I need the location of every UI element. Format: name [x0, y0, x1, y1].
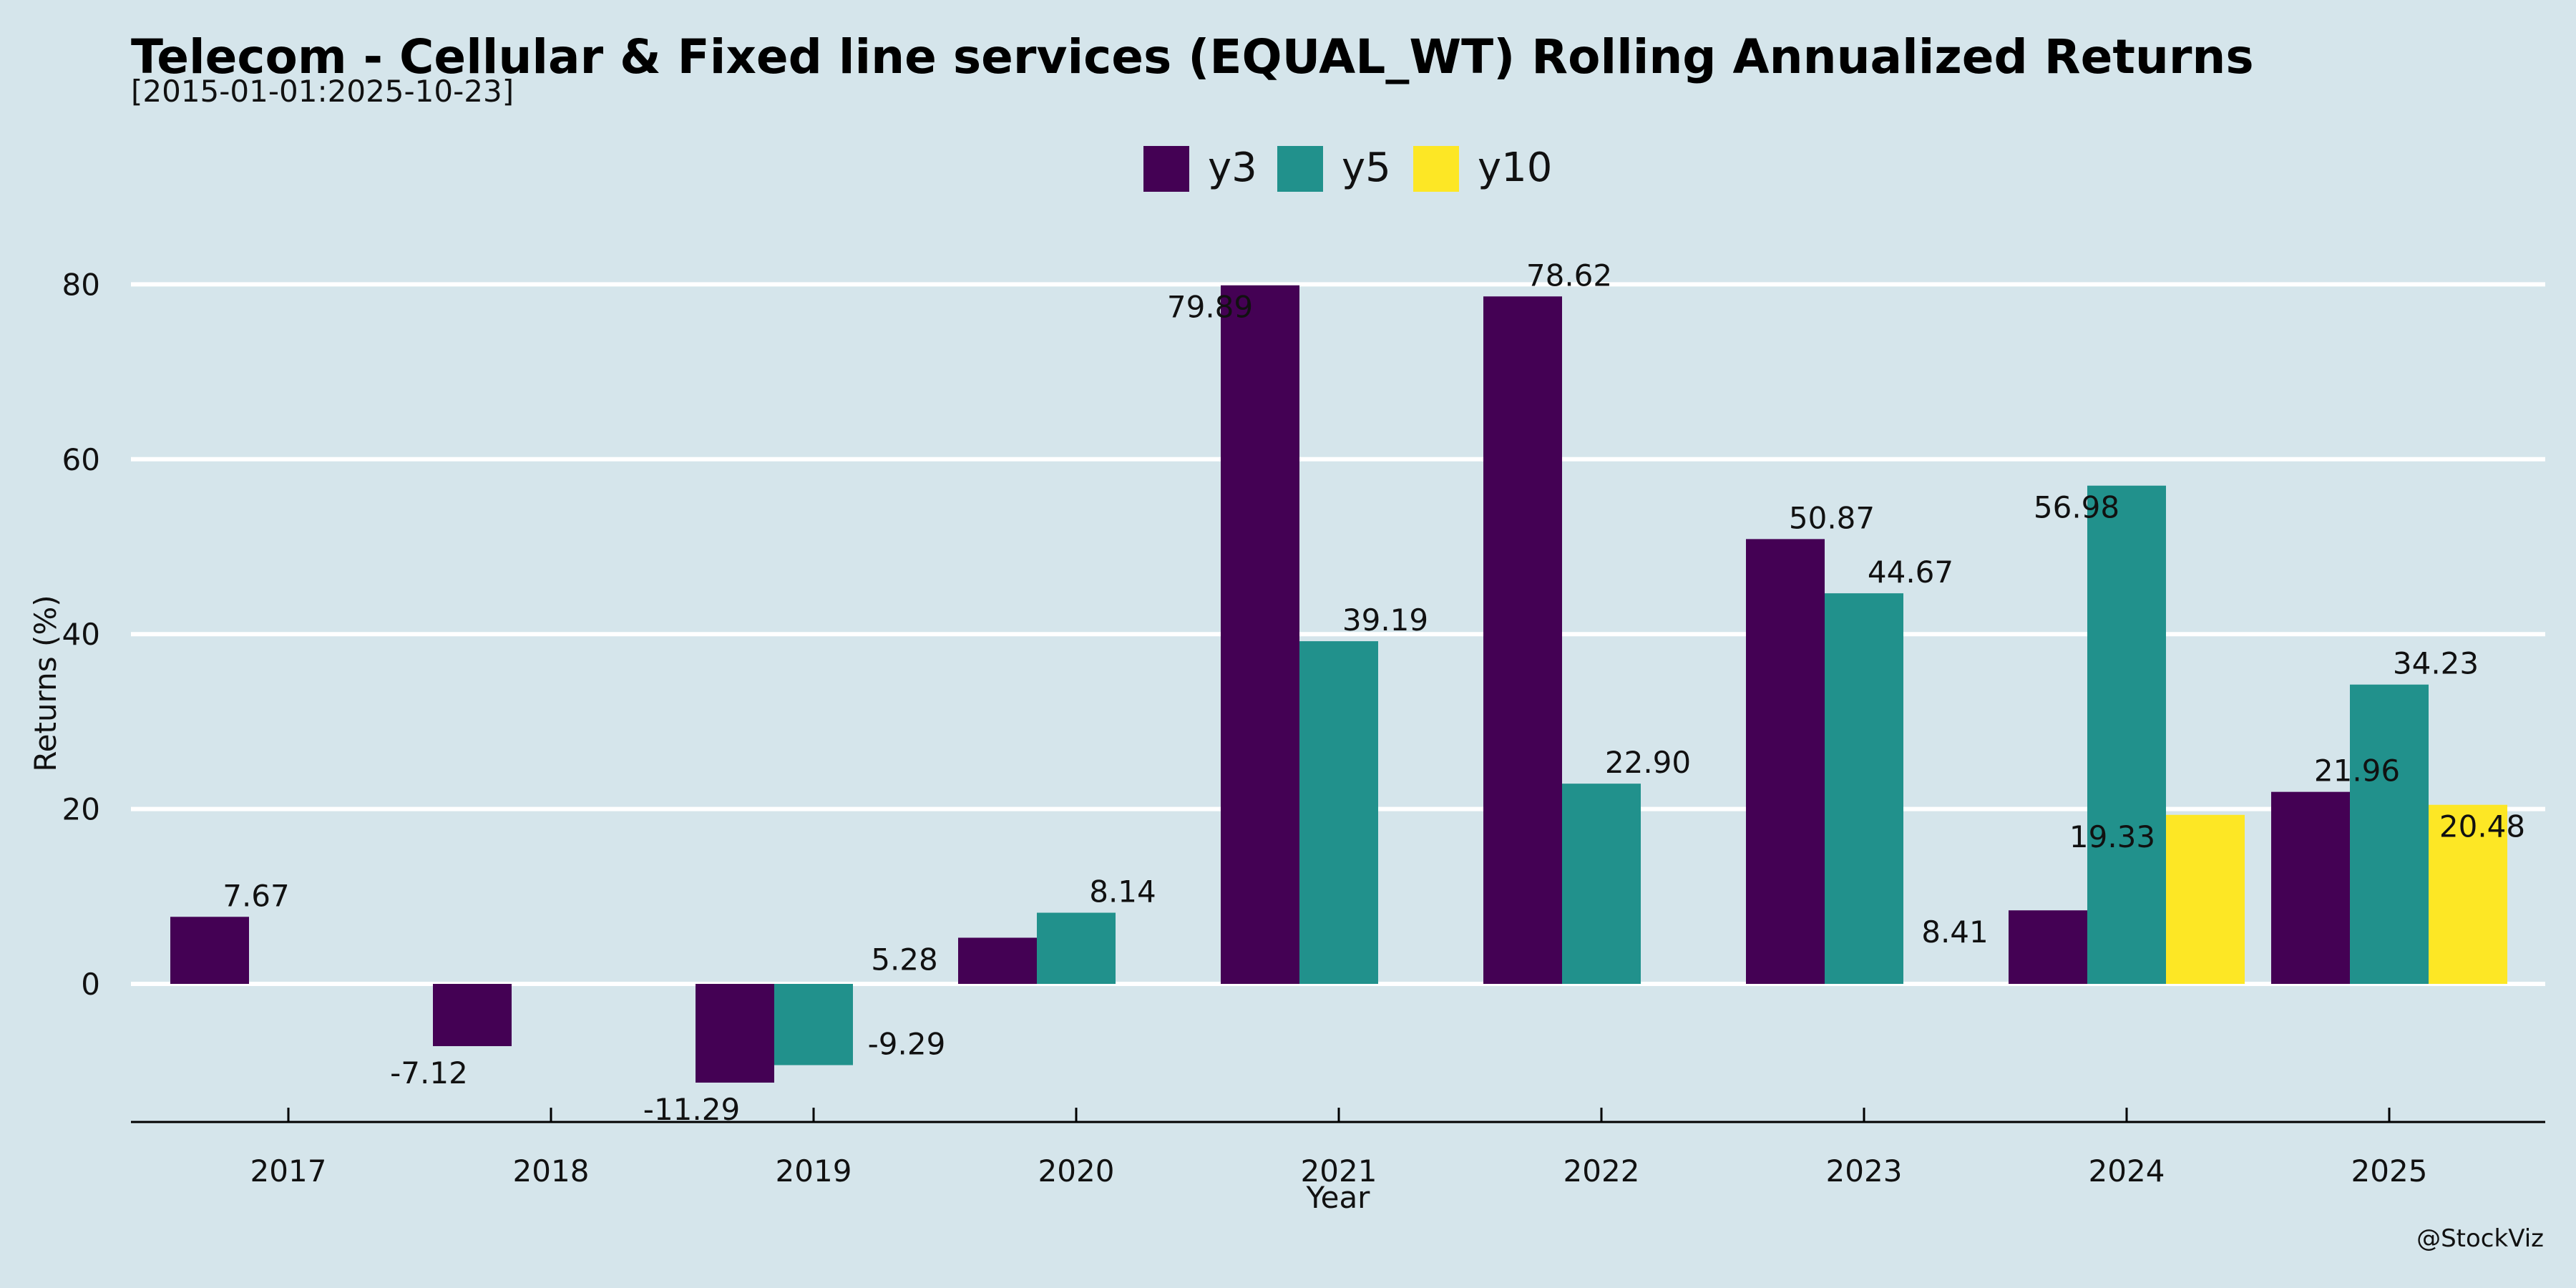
bar-y5-2022 — [1562, 784, 1641, 984]
bar-y3-2018 — [433, 984, 512, 1047]
legend: y3 y5 y10 — [1143, 145, 1552, 192]
x-tick-label: 2024 — [2089, 1153, 2165, 1189]
bar-y3-2019 — [696, 984, 774, 1083]
data-label: 19.33 — [2069, 819, 2155, 854]
bar-y10-2025 — [2429, 804, 2507, 984]
bar-y5-2024 — [2087, 485, 2166, 984]
y-axis-label: Returns (%) — [28, 595, 63, 771]
bar-labels: 7.67-7.12-11.295.2879.8978.6250.878.4121… — [223, 258, 2525, 1127]
data-label: 34.23 — [2393, 646, 2479, 681]
bar-y3-2021 — [1221, 285, 1299, 984]
bar-y3-2020 — [958, 937, 1037, 984]
data-label: 21.96 — [2314, 753, 2400, 789]
legend-label-y5: y5 — [1342, 145, 1391, 191]
data-label: 8.41 — [1921, 914, 1989, 950]
legend-swatch-y10 — [1413, 146, 1459, 192]
data-label: 20.48 — [2439, 809, 2525, 844]
bar-y3-2025 — [2271, 791, 2350, 984]
data-label: 78.62 — [1526, 258, 1612, 293]
chart-subtitle: [2015-01-01:2025-10-23] — [131, 74, 514, 109]
x-tick-label: 2021 — [1301, 1153, 1377, 1189]
x-axis-label: Year — [1306, 1180, 1371, 1215]
data-label: 79.89 — [1167, 290, 1253, 325]
y-tick-label: 40 — [62, 617, 100, 652]
bars — [170, 285, 2507, 1083]
bar-y5-2023 — [1825, 593, 1903, 984]
y-tick-label: 20 — [62, 792, 100, 827]
x-tick-label: 2020 — [1038, 1153, 1115, 1189]
y-tick-label: 0 — [81, 967, 100, 1002]
data-label: 22.90 — [1605, 745, 1691, 780]
legend-label-y10: y10 — [1478, 145, 1552, 191]
data-label: 50.87 — [1789, 500, 1875, 535]
y-tick-label: 60 — [62, 442, 100, 477]
data-label: 44.67 — [1868, 555, 1953, 590]
bar-y3-2024 — [2009, 910, 2087, 984]
y-tick-label: 80 — [62, 267, 100, 302]
x-tick-label: 2018 — [513, 1153, 590, 1189]
x-tick-label: 2019 — [776, 1153, 852, 1189]
x-tick-label: 2025 — [2351, 1153, 2428, 1189]
data-label: -7.12 — [390, 1055, 468, 1091]
bar-y10-2024 — [2166, 814, 2245, 984]
legend-swatch-y3 — [1143, 146, 1189, 192]
data-label: 5.28 — [871, 942, 938, 977]
data-label: -9.29 — [868, 1027, 946, 1062]
x-tick-label: 2017 — [250, 1153, 327, 1189]
bar-y3-2022 — [1483, 296, 1562, 984]
data-label: 7.67 — [223, 878, 290, 913]
legend-swatch-y5 — [1277, 146, 1323, 192]
x-tick-label: 2022 — [1563, 1153, 1640, 1189]
chart-title: Telecom - Cellular & Fixed line services… — [131, 29, 2254, 84]
data-label: 56.98 — [2034, 490, 2119, 525]
legend-label-y3: y3 — [1208, 145, 1257, 191]
bar-y5-2019 — [774, 984, 853, 1065]
bar-y5-2021 — [1299, 641, 1378, 984]
data-label: 8.14 — [1089, 874, 1156, 909]
bar-y5-2025 — [2350, 684, 2429, 984]
bar-y5-2020 — [1037, 912, 1116, 984]
x-tick-label: 2023 — [1826, 1153, 1903, 1189]
bar-y3-2017 — [170, 917, 249, 984]
axes: 0 20 40 60 80 2017 2018 2019 2020 2021 2022 2023 202… — [62, 267, 2545, 1189]
credit-label: @StockViz — [2416, 1224, 2544, 1253]
data-label: 39.19 — [1342, 602, 1428, 638]
bar-y3-2023 — [1746, 539, 1825, 984]
